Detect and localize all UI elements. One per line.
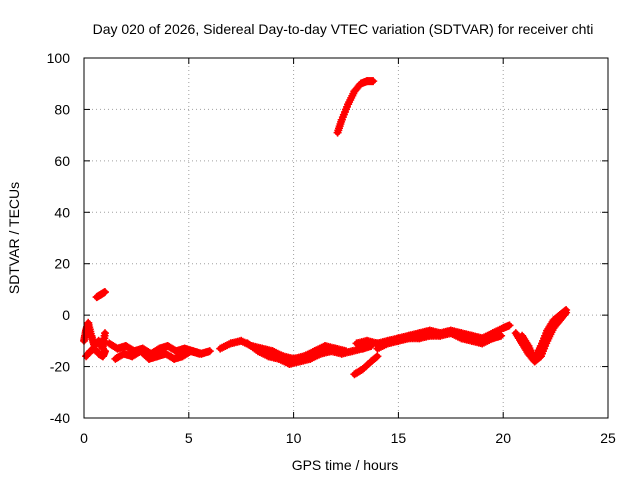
sdtvar-point — [375, 343, 384, 352]
sdtvar-point — [373, 344, 382, 353]
sdtvar-point — [380, 341, 389, 350]
sdtvar-point — [262, 351, 271, 360]
sdtvar-point — [306, 354, 315, 363]
y-tick-label: 40 — [54, 204, 70, 220]
sdtvar-point — [485, 336, 494, 344]
y-tick-label: 60 — [54, 153, 70, 169]
sdtvar-point — [101, 329, 109, 338]
sdtvar-point — [205, 347, 214, 356]
sdtvar-point — [308, 354, 317, 362]
grid-lines — [84, 58, 608, 418]
sdtvar-point — [378, 342, 387, 350]
sdtvar-point — [219, 342, 228, 351]
sdtvar-point — [311, 352, 320, 361]
sdtvar-point — [254, 347, 262, 356]
y-tick-label: 80 — [54, 101, 70, 117]
y-axis-title: SDTVAR / TECUs — [6, 182, 22, 294]
data-series — [80, 77, 571, 379]
sdtvar-point — [225, 340, 233, 349]
sdtvar-point — [101, 288, 109, 296]
y-tick-label: 0 — [62, 307, 70, 323]
sdtvar-point — [216, 344, 225, 353]
x-tick-label: 0 — [80, 430, 88, 446]
sdtvar-point — [195, 349, 204, 358]
sdtvar-point — [278, 356, 287, 365]
sdtvar-point — [455, 333, 464, 342]
sdtvar-point — [372, 353, 381, 362]
sdtvar-point — [369, 77, 378, 86]
sdtvar-point — [309, 353, 318, 362]
sdtvar-point — [481, 337, 490, 346]
sdtvar-point — [259, 349, 268, 358]
x-tick-label: 5 — [185, 430, 193, 446]
chart-title: Day 020 of 2026, Sidereal Day-to-day VTE… — [93, 21, 594, 37]
sdtvar-point — [315, 350, 324, 359]
sdtvar-point — [505, 321, 514, 330]
x-axis-title: GPS time / hours — [292, 457, 399, 473]
x-tick-label: 20 — [495, 430, 511, 446]
sdtvar-point — [453, 332, 462, 341]
sdtvar-point — [483, 336, 492, 345]
sdtvar-point — [274, 354, 283, 363]
sdtvar-point — [218, 343, 226, 352]
sdtvar-point — [376, 342, 385, 351]
y-tick-label: -40 — [50, 410, 70, 426]
sdtvar-point — [497, 331, 506, 340]
sdtvar-point — [257, 348, 266, 357]
sdtvar-point — [478, 339, 487, 348]
sdtvar-point — [562, 306, 571, 314]
x-tick-label: 25 — [600, 430, 616, 446]
sdtvar-point — [280, 357, 289, 366]
x-tick-label: 10 — [286, 430, 302, 446]
y-tick-label: 20 — [54, 256, 70, 272]
y-tick-label: -20 — [50, 359, 70, 375]
sdtvar-point — [255, 348, 264, 356]
sdtvar-point — [448, 330, 457, 338]
sdtvar-point — [281, 358, 290, 367]
sdtvar-point — [223, 341, 232, 350]
sdtvar-point — [452, 331, 460, 340]
plot-frame — [83, 57, 609, 419]
y-tick-label: 100 — [47, 50, 71, 66]
sdtvar-point — [221, 342, 230, 350]
sdtvar-point — [373, 352, 382, 361]
sdtvar-point — [561, 306, 569, 315]
sdtvar-point — [480, 338, 488, 347]
x-tick-label: 15 — [391, 430, 407, 446]
sdtvar-point — [382, 340, 391, 349]
sdtvar-point — [446, 329, 455, 338]
sdtvar-point — [237, 336, 246, 345]
sdtvar-point — [450, 330, 459, 339]
axis-ticks: 0 5 10 15 20 25 -40 -20 0 20 40 60 80 100 — [47, 50, 616, 446]
sdtvar-point — [276, 355, 285, 364]
sdtvar-point — [101, 347, 109, 356]
